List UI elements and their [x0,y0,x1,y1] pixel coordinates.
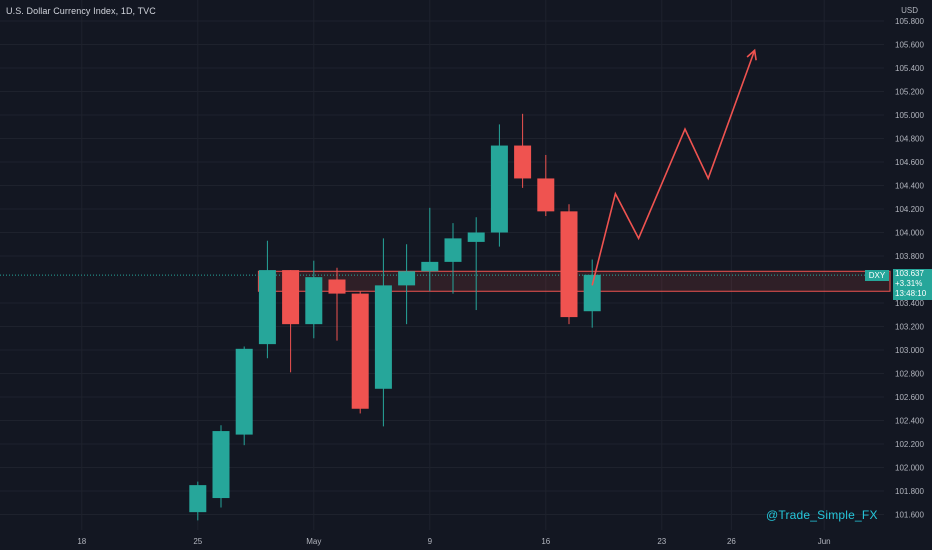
price-axis[interactable]: 105.800 105.600 105.400 105.200 105.000 104.8… [895,17,924,520]
candle-body [398,271,416,286]
support-zone [0,270,891,292]
candle-body [537,178,555,212]
x-tick-label: 18 [77,537,86,546]
candle-body [328,279,346,294]
y-tick-label: 103.400 [895,299,924,308]
y-tick-label: 103.000 [895,346,924,355]
y-tick-label: 105.600 [895,41,924,50]
candle-body [212,431,230,499]
candles[interactable] [189,113,601,521]
candle-body [421,261,439,272]
y-tick-label: 105.200 [895,88,924,97]
candle-body [560,211,578,318]
candle-body [467,232,485,242]
symbol-badge: DXY [865,270,889,281]
candle [583,259,601,328]
watermark: @Trade_Simple_FX [766,508,878,522]
candle-body [258,270,276,345]
candle [537,154,555,217]
candle [374,238,392,427]
y-tick-label: 103.200 [895,323,924,332]
candle [467,217,485,311]
bar-countdown: 13:48:10 [895,289,927,298]
y-tick-label: 105.400 [895,64,924,73]
y-tick-label: 104.200 [895,205,924,214]
y-tick-label: 102.200 [895,440,924,449]
candle [444,223,462,294]
projection-arrowhead [746,48,757,61]
y-tick-label: 104.000 [895,229,924,238]
y-tick-label: 104.800 [895,135,924,144]
candle [560,204,578,325]
y-tick-label: 102.000 [895,464,924,473]
y-tick-label: 101.800 [895,487,924,496]
x-tick-label: 26 [727,537,736,546]
last-price: 103.637 [895,269,924,278]
y-tick-label: 103.800 [895,252,924,261]
candle-body [305,277,323,325]
time-axis[interactable]: 18 25 May 9 16 23 26 Jun [77,537,830,546]
candle-body [514,145,532,179]
candle [258,240,276,359]
y-tick-label: 102.400 [895,417,924,426]
candle [189,481,207,521]
candle-body [235,348,253,435]
candle [305,260,323,339]
candle [328,267,346,341]
x-tick-label: 9 [428,537,433,546]
candle [514,113,532,188]
x-tick-label: May [306,537,321,546]
candle [398,244,416,325]
candle-body [583,274,601,312]
y-tick-label: 105.800 [895,17,924,26]
price-change: +3.31% [895,279,923,288]
x-tick-label: 25 [193,537,202,546]
candle [212,425,230,508]
candle-body [189,485,207,513]
candle [282,270,300,373]
y-tick-label: 104.400 [895,182,924,191]
candle-body [282,270,300,325]
candle [421,207,439,292]
x-tick-label: 23 [657,537,666,546]
y-tick-label: 104.600 [895,158,924,167]
chart-title: U.S. Dollar Currency Index, 1D, TVC [6,6,156,16]
projection-line [591,50,756,286]
candle [235,346,253,446]
y-tick-label: 102.800 [895,370,924,379]
y-tick-label: 102.600 [895,393,924,402]
x-tick-label: 16 [541,537,550,546]
candle [490,124,508,247]
y-tick-label: 101.600 [895,511,924,520]
x-tick-label: Jun [818,537,831,546]
candle-body [351,293,369,409]
candle-body [374,285,392,389]
projection-path [591,48,757,286]
currency-label: USD [901,6,918,15]
y-tick-label: 105.000 [895,111,924,120]
last-price-tag: 103.637 +3.31% 13:48:10 [893,269,932,300]
candle [351,291,369,414]
grid [0,0,884,530]
candle-body [490,145,508,233]
candle-body [444,238,462,262]
